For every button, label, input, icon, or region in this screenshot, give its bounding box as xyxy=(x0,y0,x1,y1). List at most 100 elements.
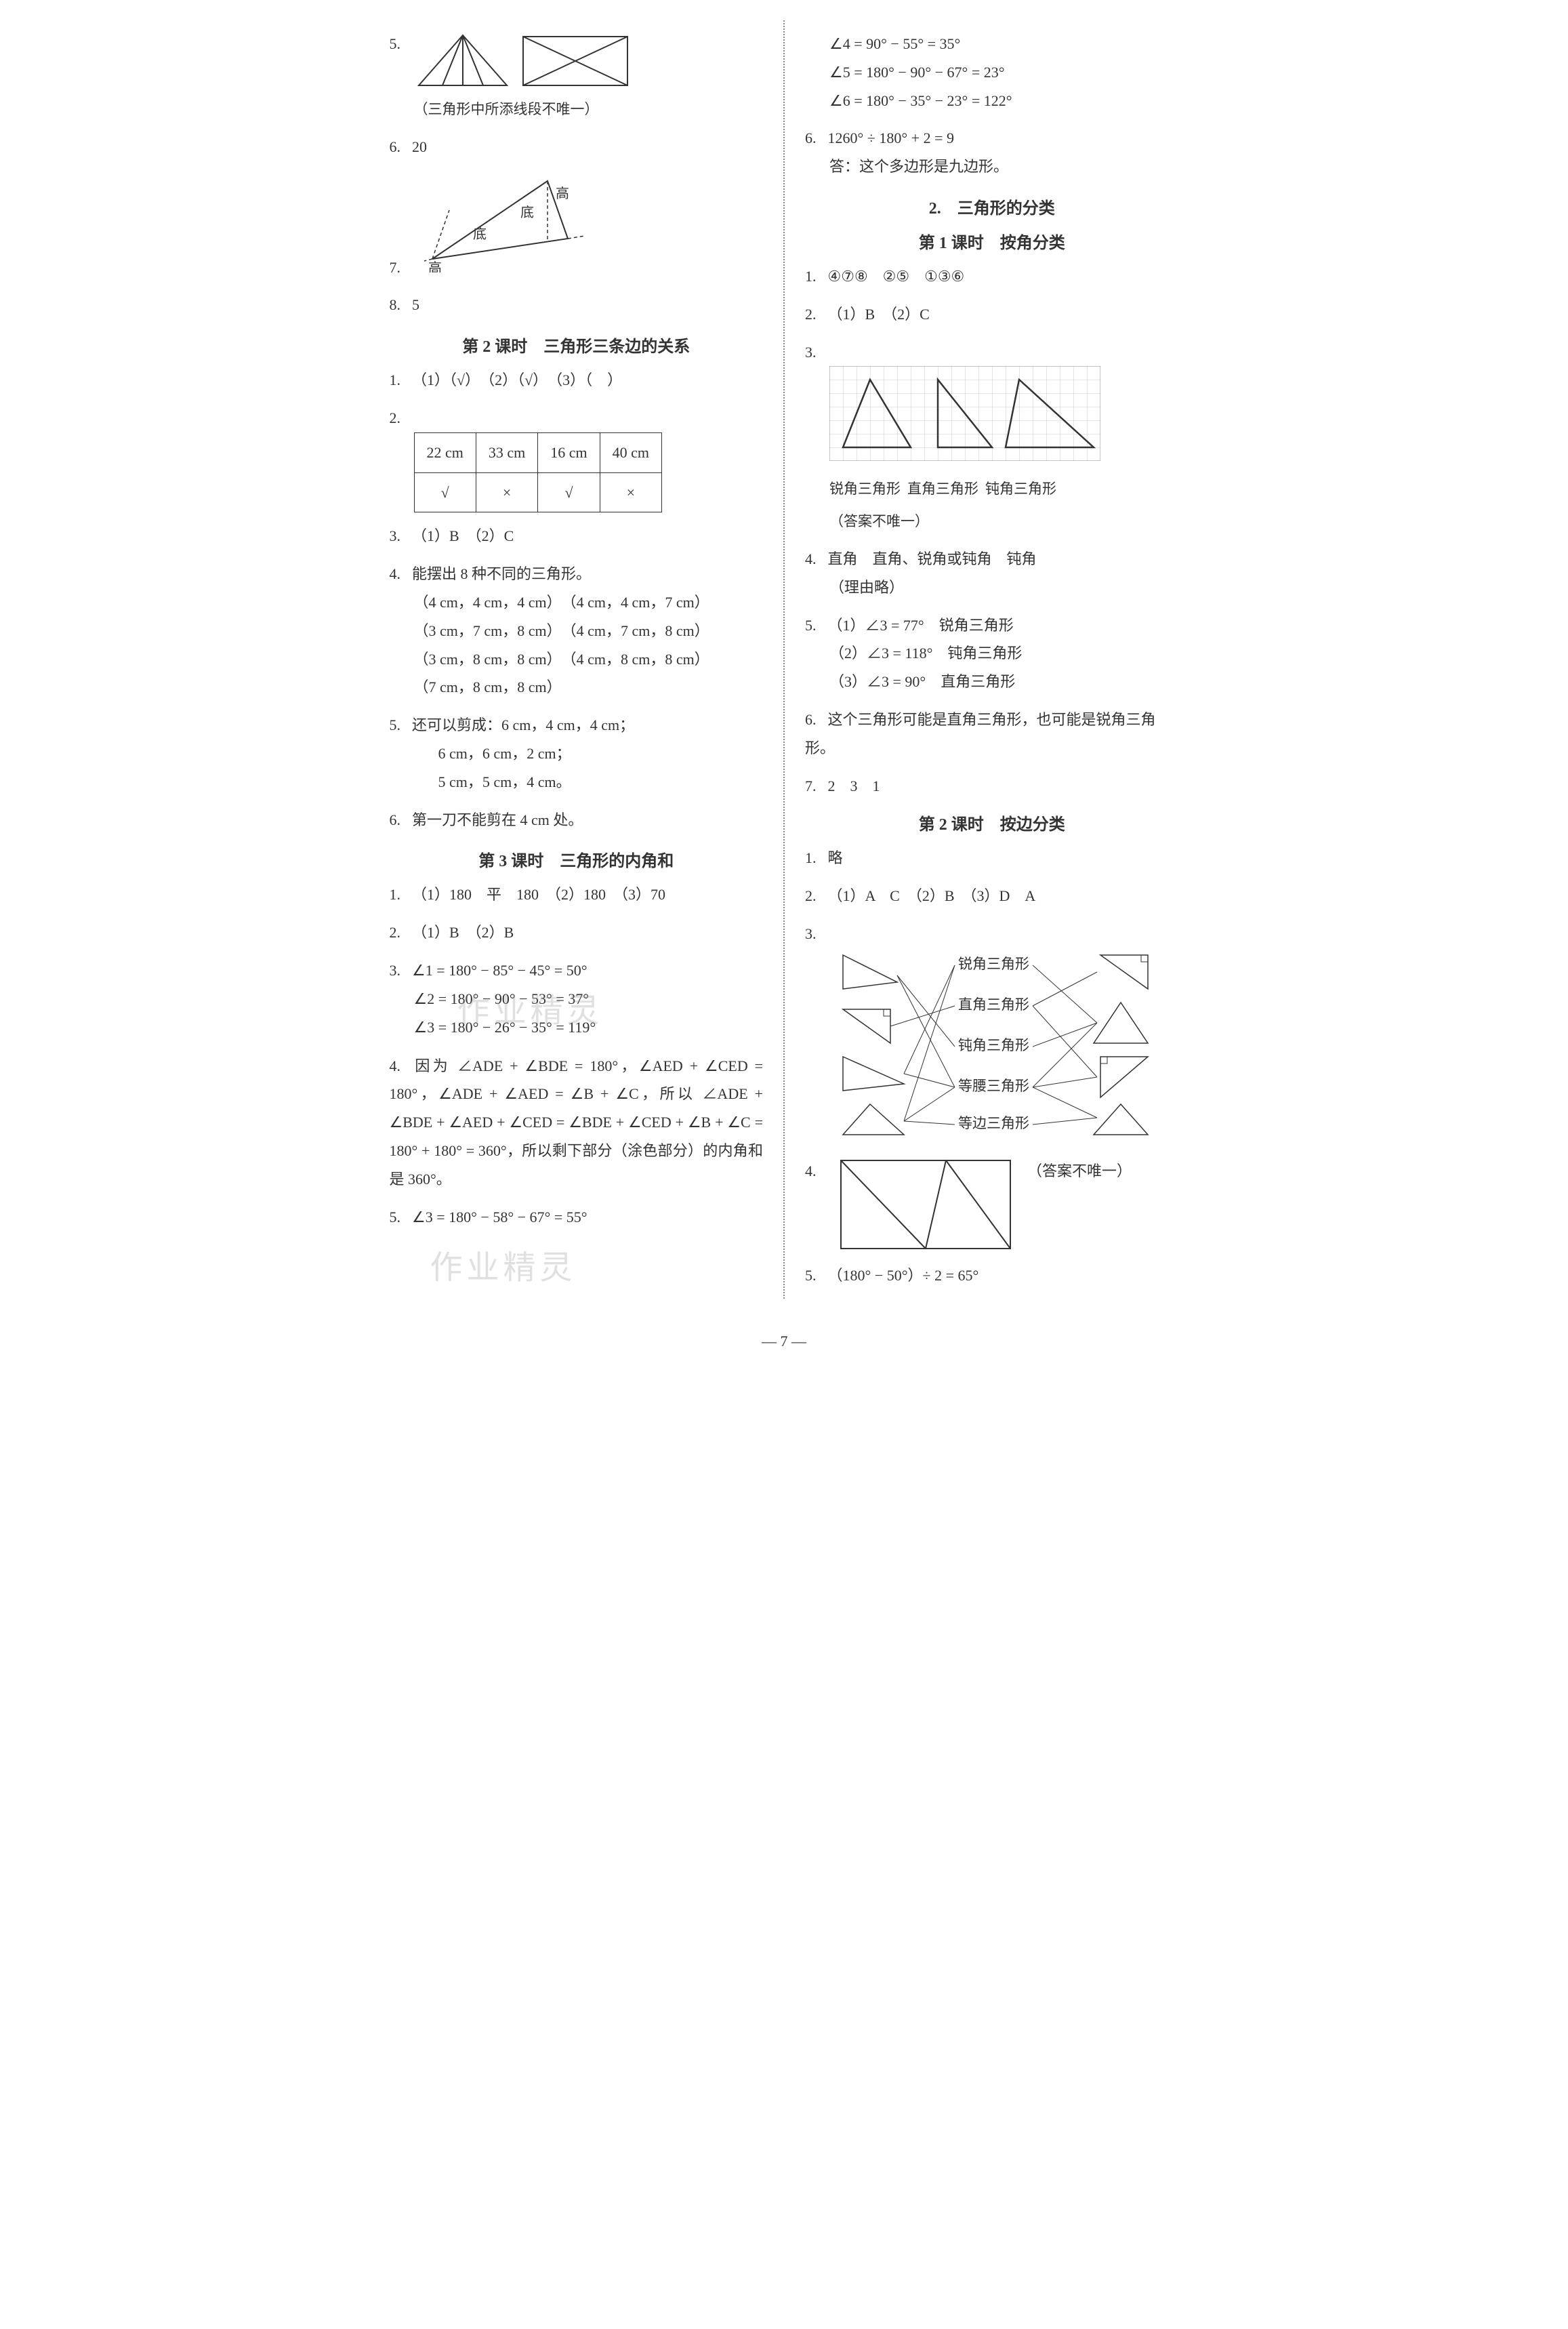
s3q3: 3. ∠1 = 180° − 85° − 45° = 50° ∠2 = 180°… xyxy=(390,956,764,1042)
svg-text:高: 高 xyxy=(556,186,569,201)
rq6-l2: 答：这个多边形是九边形。 xyxy=(829,153,1179,181)
q7: 7. 高 底 底 高 xyxy=(390,171,764,282)
svg-text:底: 底 xyxy=(473,226,487,242)
sec2-title: 第 2 课时 三角形三条边的关系 xyxy=(390,333,764,357)
tri-label: 直角三角形 xyxy=(907,476,978,503)
r2q4-note: （答案不唯一） xyxy=(1027,1157,1132,1186)
s2q2: 2. 22 cm 33 cm 16 cm 40 cm √ × √ × xyxy=(390,404,764,512)
s2q5-row: 5 cm，5 cm，4 cm。 xyxy=(438,768,764,796)
top-row: ∠4 = 90° − 55° = 35° xyxy=(829,30,1179,58)
s2q5-row: 6 cm，6 cm，2 cm； xyxy=(438,740,764,768)
r1q6-text: 这个三角形可能是直角三角形，也可能是锐角三角形。 xyxy=(805,711,1156,756)
s2q2-num: 2. xyxy=(390,404,409,432)
q5-num: 5. xyxy=(390,30,409,58)
s2q4-row: （4 cm，4 cm，4 cm） （4 cm，4 cm，7 cm） xyxy=(414,588,764,617)
page-number: — 7 — xyxy=(0,1333,1568,1350)
tri-label: 钝角三角形 xyxy=(985,476,1056,503)
heading2: 2. 三角形的分类 xyxy=(805,195,1179,218)
table-cell: √ xyxy=(538,472,600,512)
s3q3-row: ∠1 = 180° − 85° − 45° = 50° xyxy=(412,962,587,979)
r1q4: 4. 直角 直角、锐角或钝角 钝角 （理由略） xyxy=(805,545,1179,602)
top-row: ∠6 = 180° − 35° − 23° = 122° xyxy=(829,87,1179,115)
tri-label: 锐角三角形 xyxy=(829,476,901,503)
r1q5: 5. （1）∠3 = 77° 锐角三角形 （2）∠3 = 118° 钝角三角形 … xyxy=(805,611,1179,696)
s3q5-num: 5. xyxy=(390,1203,409,1232)
table-cell: 40 cm xyxy=(600,432,661,472)
r2q1-text: 略 xyxy=(828,849,843,866)
r1q7: 7. 2 3 1 xyxy=(805,772,1179,801)
rq6-num: 6. xyxy=(805,124,824,153)
svg-text:底: 底 xyxy=(520,205,534,220)
svg-text:锐角三角形: 锐角三角形 xyxy=(958,956,1029,972)
r1q6-num: 6. xyxy=(805,706,824,734)
r1q2: 2. （1）B （2）C xyxy=(805,300,1179,329)
r2q2-text: （1）A C （2）B （3）D A xyxy=(828,887,1036,904)
rectangle-triangles-icon xyxy=(838,1157,1014,1252)
q6-num: 6. xyxy=(390,133,409,161)
r2q2: 2. （1）A C （2）B （3）D A xyxy=(805,882,1179,910)
svg-text:直角三角形: 直角三角形 xyxy=(958,996,1029,1013)
table-cell: 33 cm xyxy=(476,432,537,472)
right-column: ∠4 = 90° − 55° = 35° ∠5 = 180° − 90° − 6… xyxy=(791,20,1193,1299)
r1q6: 6. 这个三角形可能是直角三角形，也可能是锐角三角形。 xyxy=(805,706,1179,763)
s2q5-lead: 还可以剪成：6 cm，4 cm，4 cm； xyxy=(412,716,634,733)
rectangle-x-icon xyxy=(518,30,633,91)
s2q4: 4. 能摆出 8 种不同的三角形。 （4 cm，4 cm，4 cm） （4 cm… xyxy=(390,560,764,702)
r1q5-num: 5. xyxy=(805,611,824,640)
s3q2-text: （1）B （2）B xyxy=(412,924,514,941)
s2q5: 5. 还可以剪成：6 cm，4 cm，4 cm； 6 cm，6 cm，2 cm；… xyxy=(390,711,764,796)
q7-num: 7. xyxy=(390,254,409,282)
s2q1-text: （1）（√） （2）（√） （3）（ ） xyxy=(412,371,622,388)
table-cell: 16 cm xyxy=(538,432,600,472)
r2q5: 5. （180° − 50°）÷ 2 = 65° xyxy=(805,1261,1179,1290)
r2q3-num: 3. xyxy=(805,920,824,948)
s3q4-num: 4. xyxy=(390,1052,409,1080)
r2q3: 3. 锐角三角形 直 xyxy=(805,920,1179,1148)
r1q1-text: ④⑦⑧ ②⑤ ①③⑥ xyxy=(828,268,965,285)
s3q1-num: 1. xyxy=(390,880,409,909)
r1q1: 1. ④⑦⑧ ②⑤ ①③⑥ xyxy=(805,262,1179,291)
r1q5-row: （3）∠3 = 90° 直角三角形 xyxy=(829,668,1179,696)
s3q4-text: 因为 ∠ADE + ∠BDE = 180°，∠AED + ∠CED = 180°… xyxy=(390,1057,764,1188)
s2q5-num: 5. xyxy=(390,711,409,740)
left-column: 5. （三角形中所添线段不唯一） 6. 20 7. xyxy=(376,20,777,1299)
r2q1-num: 1. xyxy=(805,844,824,872)
sub1: 第 1 课时 按角分类 xyxy=(805,229,1179,253)
r2q4: 4. （答案不唯一） xyxy=(805,1157,1179,1252)
r1q4-l2: （理由略） xyxy=(829,573,1179,602)
r1q2-text: （1）B （2）C xyxy=(828,306,930,323)
s2q1: 1. （1）（√） （2）（√） （3）（ ） xyxy=(390,366,764,394)
q5: 5. （三角形中所添线段不唯一） xyxy=(390,30,764,123)
s2q4-row: （3 cm，8 cm，8 cm） （4 cm，8 cm，8 cm） xyxy=(414,645,764,674)
svg-text:高: 高 xyxy=(428,260,442,272)
rq6-l1: 1260° ÷ 180° + 2 = 9 xyxy=(828,129,954,146)
svg-text:等边三角形: 等边三角形 xyxy=(958,1115,1029,1131)
svg-text:等腰三角形: 等腰三角形 xyxy=(958,1078,1029,1094)
page: 5. （三角形中所添线段不唯一） 6. 20 7. xyxy=(349,0,1220,1319)
sub2: 第 2 课时 按边分类 xyxy=(805,811,1179,834)
r1q3: 3. 锐角三角形 直角三角形 钝角三角形 xyxy=(805,338,1179,535)
watermark-bottom: 作业精灵 xyxy=(430,1240,764,1288)
svg-text:钝角三角形: 钝角三角形 xyxy=(958,1037,1029,1053)
r1q3-num: 3. xyxy=(805,338,824,367)
s2q4-row: （7 cm，8 cm，8 cm） xyxy=(414,673,764,702)
s2q4-lead: 能摆出 8 种不同的三角形。 xyxy=(412,565,591,582)
watermark: 作业精灵 xyxy=(457,980,764,1042)
r2q5-text: （180° − 50°）÷ 2 = 65° xyxy=(828,1267,979,1284)
s3q5: 5. ∠3 = 180° − 58° − 67° = 55° xyxy=(390,1203,764,1232)
q8-text: 5 xyxy=(412,296,419,313)
s3q5-text: ∠3 = 180° − 58° − 67° = 55° xyxy=(412,1209,587,1226)
r1q5-row: （2）∠3 = 118° 钝角三角形 xyxy=(829,639,1179,668)
r1q3-labels: 锐角三角形 直角三角形 钝角三角形 xyxy=(829,476,1179,503)
sec3-title: 第 3 课时 三角形的内角和 xyxy=(390,847,764,871)
table-cell: 22 cm xyxy=(414,432,476,472)
s2q6-num: 6. xyxy=(390,806,409,834)
s2q3-num: 3. xyxy=(390,522,409,550)
r2q2-num: 2. xyxy=(805,882,824,910)
r2q4-num: 4. xyxy=(805,1157,824,1186)
r1q3-note: （答案不唯一） xyxy=(829,508,1179,535)
s2q2-table: 22 cm 33 cm 16 cm 40 cm √ × √ × xyxy=(414,432,663,513)
table-cell: √ xyxy=(414,472,476,512)
triangle-classification-icon: 锐角三角形 直角三角形 钝角三角形 等腰三角形 等边三角形 xyxy=(829,948,1155,1138)
q6-text: 20 xyxy=(412,138,427,155)
